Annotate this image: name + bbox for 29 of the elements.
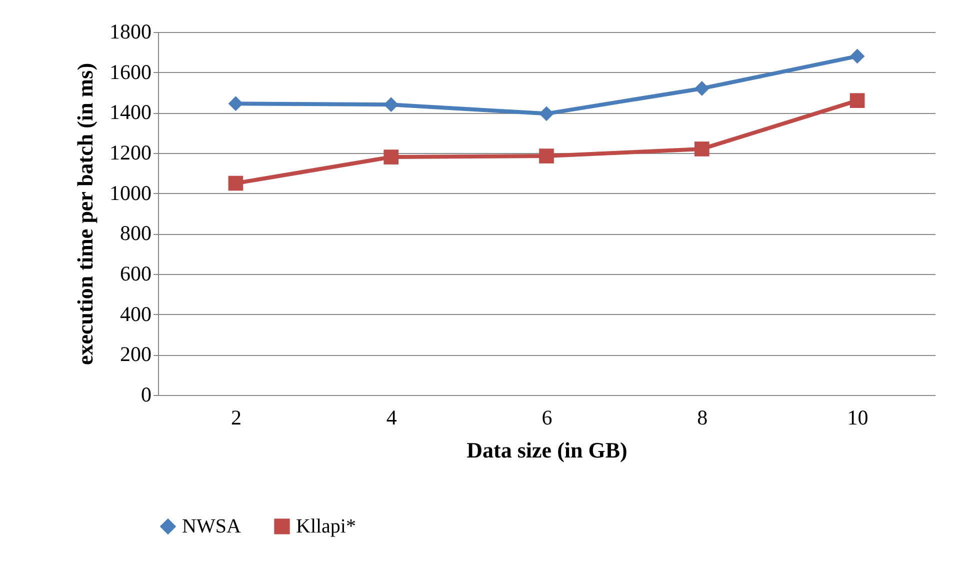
y-tick-label: 200	[120, 342, 152, 366]
x-tick-label: 4	[386, 406, 398, 430]
point	[850, 48, 865, 64]
point	[694, 81, 710, 96]
x-tick-label: 2	[230, 406, 242, 430]
point	[228, 96, 244, 112]
x-tick-label: 10	[847, 406, 868, 430]
point	[539, 148, 554, 164]
point	[539, 106, 554, 122]
point	[384, 150, 399, 164]
legend-label: Kllapi*	[296, 515, 356, 538]
x-tick-label: 8	[697, 406, 708, 430]
y-tick-label: 0	[141, 382, 152, 406]
y-tick-label: 1000	[110, 180, 152, 205]
y-tick-label: 1600	[110, 60, 152, 84]
point	[694, 142, 710, 156]
y-tick-label: 1400	[110, 100, 152, 124]
point	[384, 97, 399, 112]
y-tick-label: 1200	[110, 140, 152, 164]
x-tick-label: 6	[542, 406, 552, 430]
point	[228, 176, 244, 191]
y-axis-title: execution time per batch (in ms)	[72, 62, 98, 366]
x-axis-title: Data size (in GB)	[466, 438, 628, 462]
y-tick-label: 800	[120, 221, 152, 246]
legend-label: NWSA	[182, 515, 242, 538]
y-tick-label: 1800	[110, 20, 152, 44]
y-tick-label: 600	[120, 262, 152, 286]
y-tick-label: 400	[120, 302, 152, 326]
point	[850, 93, 865, 108]
